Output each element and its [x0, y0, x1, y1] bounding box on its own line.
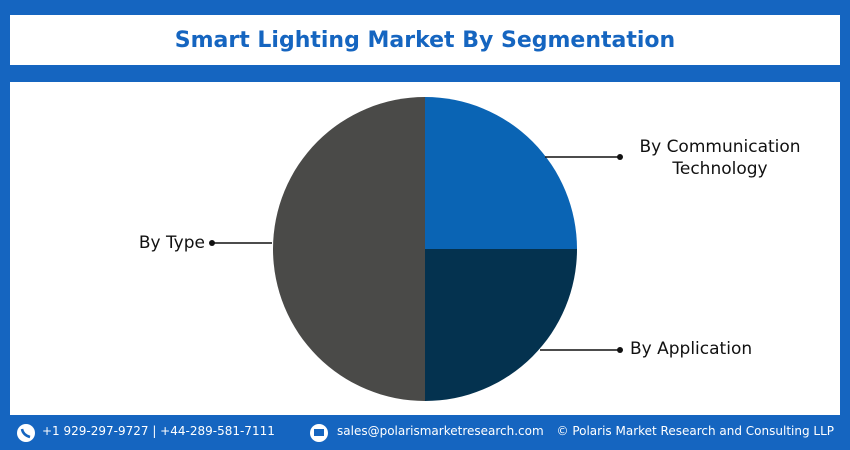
phone: +1 929-297-9727 | +44-289-581-7111: [42, 424, 275, 438]
phone-icon: [17, 424, 35, 442]
leader-dot: [617, 154, 623, 160]
email-icon-envelope: [314, 429, 324, 436]
slice-label: By Type: [138, 233, 205, 253]
copyright: © Polaris Market Research and Consulting…: [556, 424, 835, 438]
title-box: Smart Lighting Market By Segmentation: [10, 15, 840, 65]
pie-slice: [425, 249, 577, 401]
chart-title: Smart Lighting Market By Segmentation: [174, 27, 676, 53]
slice-label: By Application: [630, 339, 753, 359]
email: sales@polarismarketresearch.com: [337, 424, 544, 438]
slice-label: By Communication Technology: [639, 137, 801, 179]
leader-dot: [617, 347, 623, 353]
pie-slice: [425, 97, 577, 249]
leader-dot: [209, 240, 215, 246]
pie-slice: [273, 97, 425, 401]
phone-icon-handset: [20, 428, 31, 439]
